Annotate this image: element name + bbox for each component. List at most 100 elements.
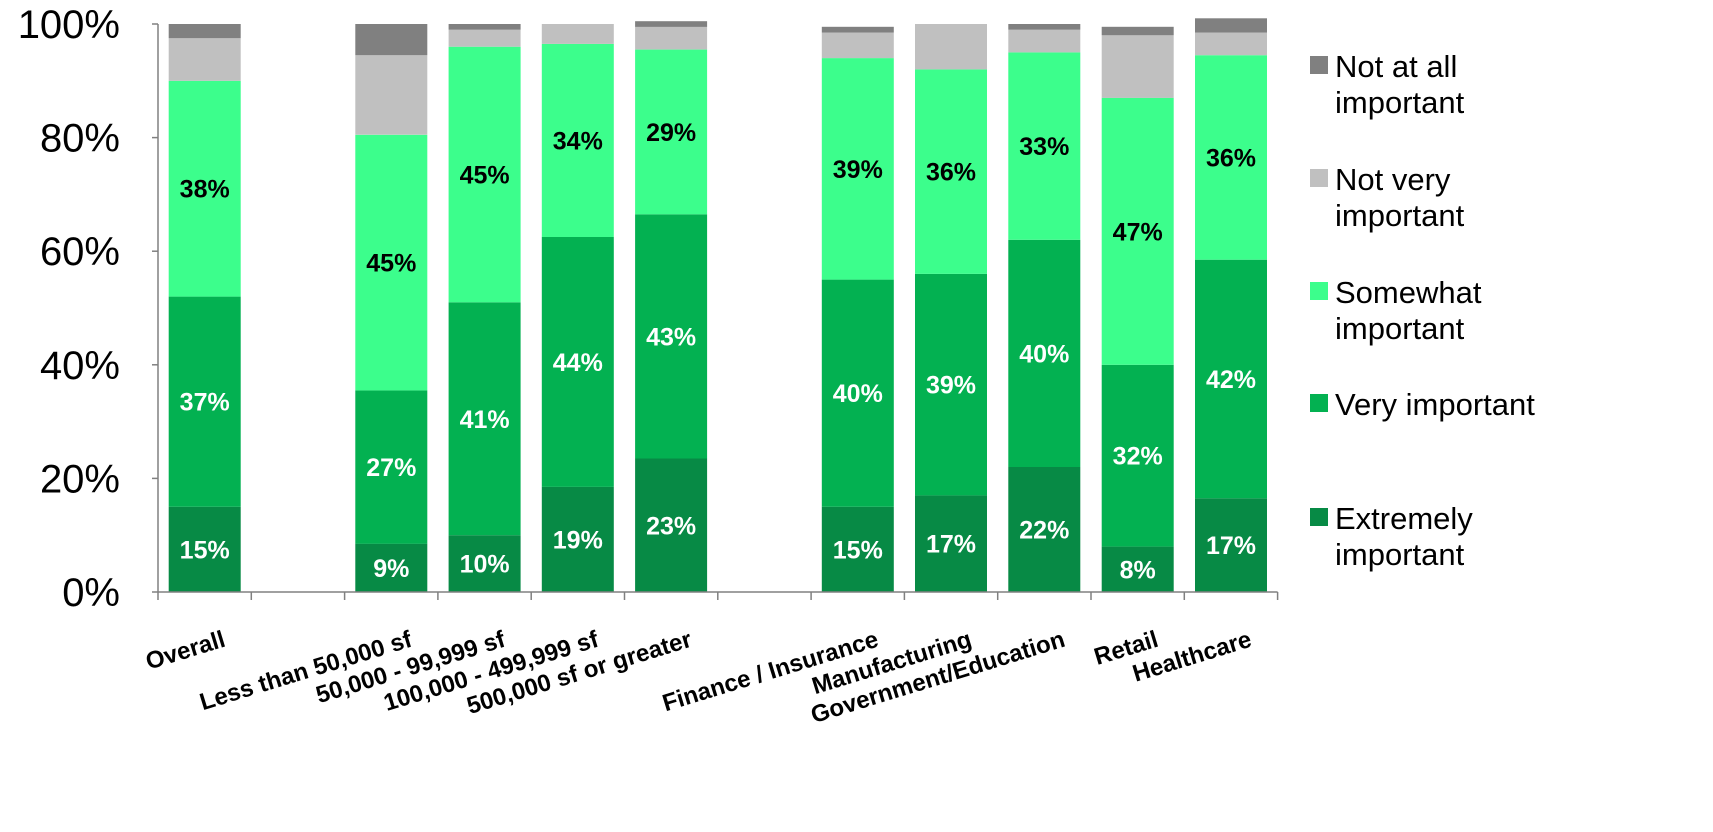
- y-tick-label: 40%: [40, 344, 120, 388]
- y-tick-label: 0%: [62, 571, 120, 615]
- data-label: 37%: [180, 389, 230, 417]
- legend-label: Not at all: [1335, 49, 1457, 84]
- bar-segment: [635, 214, 708, 459]
- bar-segment: [355, 543, 428, 592]
- data-labels-layer: 15% 37% 38% 9% 27% 45% 10% 41% 45% 19% 44% 34% 23% 43…: [180, 119, 1256, 584]
- legend-label: important: [1335, 85, 1465, 120]
- x-category-label: Overall: [143, 626, 229, 676]
- y-tick-label: 100%: [18, 3, 120, 47]
- legend-label: Very important: [1335, 387, 1535, 422]
- data-label: 39%: [926, 372, 976, 400]
- bar-segment: [915, 24, 987, 70]
- data-label: 17%: [1206, 532, 1256, 560]
- data-label: 47%: [1113, 218, 1163, 246]
- legend-label: Not very: [1335, 162, 1451, 197]
- bar-segment: [1101, 364, 1174, 547]
- data-label: 9%: [373, 555, 409, 583]
- bar-segment: [635, 26, 708, 50]
- legend-label: Somewhat: [1335, 275, 1482, 310]
- data-label: 32%: [1113, 443, 1163, 471]
- data-label: 40%: [1019, 340, 1069, 368]
- bar-segment: [915, 69, 987, 274]
- bar-segment: [355, 55, 428, 135]
- data-label: 43%: [646, 323, 696, 351]
- legend-swatch: [1310, 56, 1328, 74]
- legend-label: important: [1335, 537, 1465, 572]
- bar-segment: [821, 58, 894, 280]
- legend-label: important: [1335, 311, 1465, 346]
- data-label: 19%: [553, 527, 603, 555]
- bar-segment: [541, 24, 614, 44]
- bar-segment: [168, 296, 241, 507]
- y-tick-label: 80%: [40, 117, 120, 161]
- bar-segment: [168, 24, 241, 39]
- data-label: 40%: [833, 380, 883, 408]
- y-tick-label: 20%: [40, 457, 120, 501]
- data-label: 33%: [1019, 133, 1069, 161]
- bar-segment: [168, 506, 241, 592]
- bar-segment: [355, 24, 428, 56]
- legend-label: important: [1335, 198, 1465, 233]
- bar-segment: [448, 29, 521, 47]
- bar-segment: [635, 49, 708, 215]
- data-label: 45%: [460, 162, 510, 190]
- y-tick-label: 60%: [40, 230, 120, 274]
- bar-segment: [168, 80, 241, 297]
- bar-segment: [1101, 26, 1174, 36]
- legend-swatch: [1310, 508, 1328, 526]
- bar-segment: [1195, 18, 1267, 33]
- data-label: 36%: [1206, 145, 1256, 173]
- bar-segment: [355, 390, 428, 544]
- bar-segment: [821, 26, 894, 33]
- bar-segment: [821, 32, 894, 59]
- bar-segment: [541, 486, 614, 592]
- bars-layer: [168, 18, 1267, 592]
- bar-segment: [821, 506, 894, 592]
- bar-segment: [1195, 259, 1267, 499]
- bar-segment: [1195, 55, 1267, 260]
- bar-segment: [915, 495, 987, 592]
- bar-segment: [448, 24, 521, 30]
- data-label: 34%: [553, 127, 603, 155]
- bar-segment: [1101, 35, 1174, 98]
- bar-segment: [1101, 546, 1174, 592]
- bar-segment: [541, 237, 614, 487]
- bar-segment: [1008, 467, 1081, 592]
- data-label: 45%: [366, 250, 416, 278]
- data-label: 22%: [1019, 517, 1069, 545]
- bar-segment: [1195, 498, 1267, 592]
- data-label: 17%: [926, 531, 976, 559]
- legend-label: Extremely: [1335, 501, 1473, 536]
- bar-segment: [1008, 52, 1081, 240]
- bar-segment: [635, 21, 708, 27]
- bar-segment: [1101, 97, 1174, 365]
- data-label: 15%: [180, 536, 230, 564]
- bar-segment: [448, 302, 521, 536]
- data-label: 39%: [833, 156, 883, 184]
- legend-swatch: [1310, 394, 1328, 412]
- data-label: 38%: [180, 176, 230, 204]
- bar-segment: [915, 273, 987, 496]
- data-label: 36%: [926, 159, 976, 187]
- data-label: 41%: [460, 406, 510, 434]
- bar-segment: [541, 43, 614, 238]
- legend-swatch: [1310, 282, 1328, 300]
- bar-segment: [448, 46, 521, 303]
- bar-segment: [821, 279, 894, 507]
- bar-segment: [168, 38, 241, 81]
- data-label: 27%: [366, 454, 416, 482]
- data-label: 8%: [1120, 556, 1156, 584]
- legend-swatch: [1310, 169, 1328, 187]
- bar-segment: [448, 535, 521, 592]
- data-label: 10%: [460, 551, 510, 579]
- data-label: 29%: [646, 119, 696, 147]
- bar-segment: [1195, 32, 1267, 56]
- data-label: 23%: [646, 512, 696, 540]
- bar-segment: [355, 134, 428, 391]
- data-label: 42%: [1206, 366, 1256, 394]
- data-label: 15%: [833, 536, 883, 564]
- bar-segment: [635, 458, 708, 592]
- bar-segment: [1008, 239, 1081, 467]
